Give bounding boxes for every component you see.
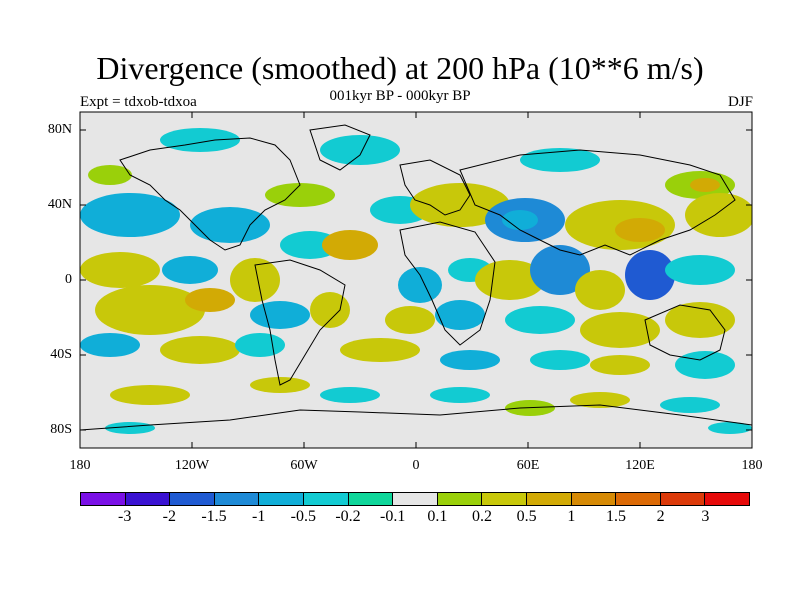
colorbar-swatch (393, 493, 438, 505)
lon-label-180e: 180 (741, 458, 763, 473)
colorbar-swatch (125, 493, 171, 505)
colorbar-label: -0.5 (290, 508, 316, 525)
season-label: DJF (727, 94, 753, 110)
colorbar-label: 0.2 (472, 508, 492, 525)
colorbar-label: 2 (656, 508, 665, 525)
lon-label-120w: 120W (174, 458, 210, 473)
colorbar-label: -2 (162, 508, 176, 525)
lon-label-180w: 180 (69, 458, 91, 473)
colorbar-swatch (526, 493, 572, 505)
colorbar-label: 3 (701, 508, 710, 525)
colorbar-swatch (214, 493, 260, 505)
axis-ticks (80, 112, 752, 448)
lon-label-60e: 60E (516, 458, 540, 473)
experiment-label: Expt = tdxob-tdxoa (80, 94, 197, 110)
colorbar-label: -1.5 (201, 508, 227, 525)
lon-label-0: 0 (412, 458, 420, 473)
colorbar-label: -0.2 (335, 508, 361, 525)
colorbar-label: 0.5 (516, 508, 537, 525)
colorbar-swatch (348, 493, 394, 505)
colorbar-swatch (660, 493, 706, 505)
colorbar-label: 0.1 (427, 508, 448, 525)
colorbar-swatch (571, 493, 617, 505)
colorbar-label: -1 (251, 508, 266, 525)
lat-label-80n: 80N (47, 122, 72, 137)
colorbar-label: 1 (567, 508, 576, 525)
colorbar-swatch (616, 493, 661, 505)
lat-label-40n: 40N (47, 197, 72, 212)
colorbar-swatch (81, 493, 126, 505)
colorbar-swatch (482, 493, 527, 505)
colorbar-swatch (437, 493, 483, 505)
colorbar-swatch (259, 493, 304, 505)
lat-label-0: 0 (65, 272, 72, 287)
colorbar (80, 492, 750, 506)
colorbar-label: -3 (117, 508, 132, 525)
colorbar-label: 1.5 (606, 508, 626, 525)
colorbar-swatch (705, 493, 749, 505)
coastlines (80, 124, 752, 431)
colorbar-label: -0.1 (379, 508, 406, 525)
lat-label-80s: 80S (50, 422, 72, 437)
lon-label-60w: 60W (290, 458, 318, 473)
lat-label-40s: 40S (50, 347, 72, 362)
chart-subtitle: 001kyr BP - 000kyr BP (329, 88, 471, 104)
colorbar-swatch (170, 493, 215, 505)
chart-title: Divergence (smoothed) at 200 hPa (10**6 … (96, 50, 704, 86)
colorbar-swatch (303, 493, 349, 505)
lon-label-120e: 120E (625, 458, 655, 473)
